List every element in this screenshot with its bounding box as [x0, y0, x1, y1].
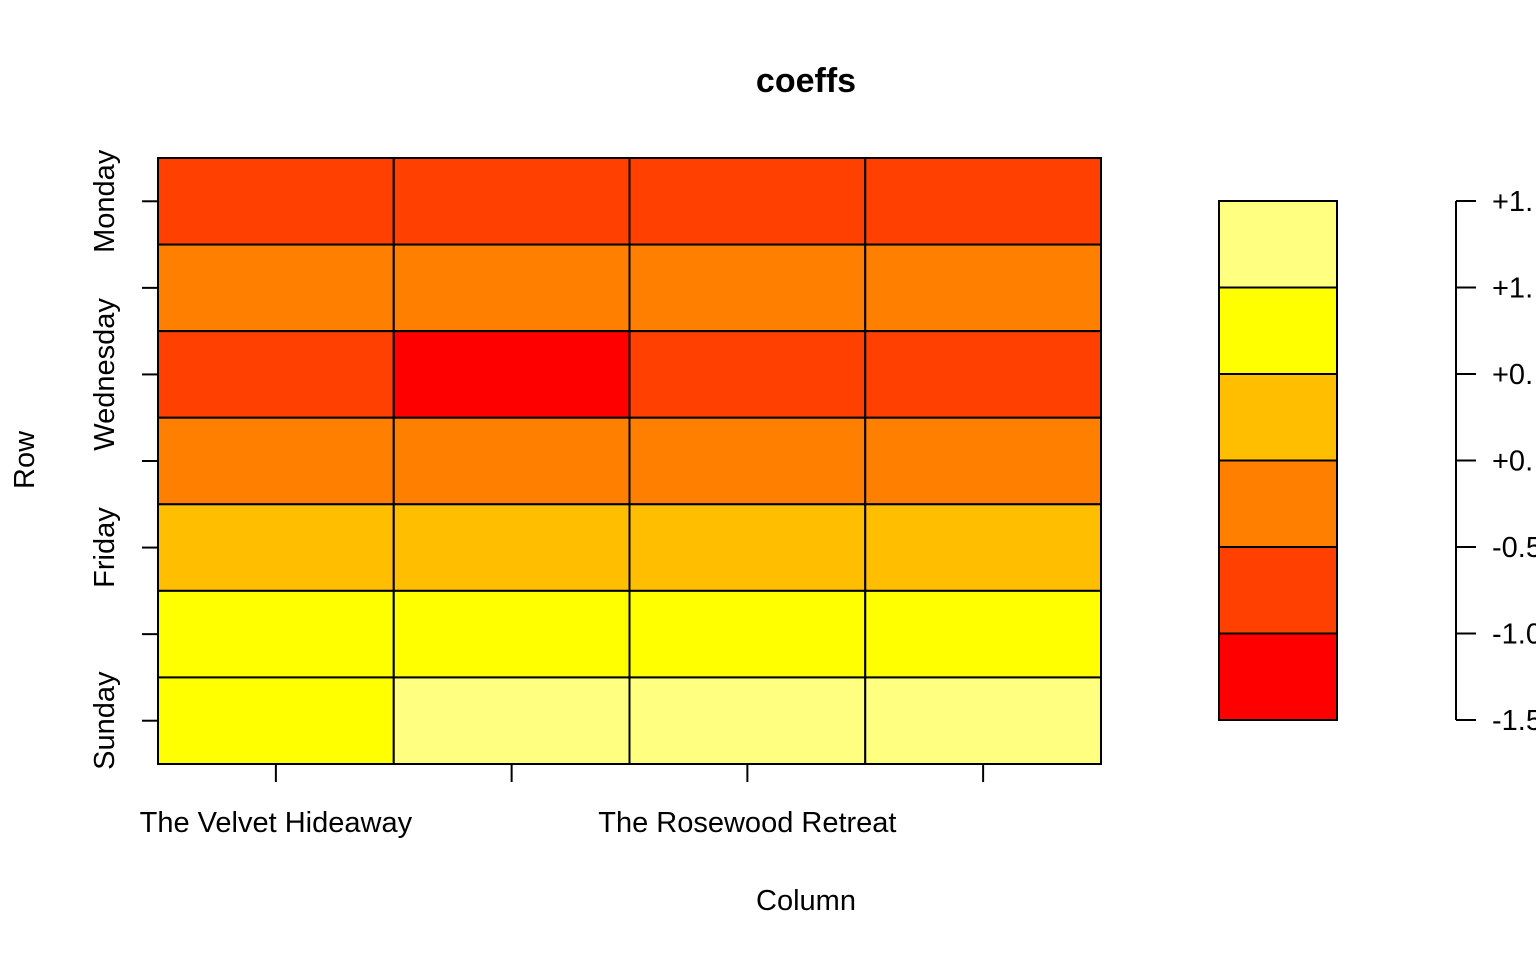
- heatmap-cell: [157, 589, 395, 679]
- heatmap-cell: [392, 503, 631, 592]
- legend-tick-label: +1.: [1492, 273, 1533, 305]
- heatmap-cell: [628, 416, 867, 506]
- legend-swatch: [1218, 546, 1338, 635]
- heatmap-cell: [157, 676, 395, 766]
- heatmap-cell: [864, 676, 1102, 766]
- heatmap-cell: [628, 157, 867, 246]
- heatmap-cell: [864, 589, 1102, 679]
- heatmap-cell: [392, 330, 631, 419]
- heatmap-cell: [628, 589, 867, 679]
- legend-swatch: [1218, 459, 1338, 548]
- x-tick-label: The Velvet Hideaway: [140, 807, 413, 839]
- heatmap-cell: [628, 676, 867, 766]
- legend-tick-label: -1.0: [1492, 619, 1536, 651]
- heatmap-cell: [157, 503, 395, 592]
- y-tick-label: Monday: [89, 149, 121, 253]
- heatmap-cell: [392, 416, 631, 506]
- legend-tick-label: +1.: [1492, 186, 1533, 218]
- legend-axis: -1.5 -1.0 -0.5 +0. +0. +1. +1.: [1455, 186, 1536, 737]
- heatmap-cell: [157, 157, 395, 246]
- heatmap-cell: [157, 243, 395, 333]
- legend-tick-label: +0.: [1492, 359, 1533, 391]
- heatmap-cell: [628, 243, 867, 333]
- y-tick-label: Sunday: [89, 671, 121, 770]
- x-axis: The Velvet Hideaway The Rosewood Retreat: [140, 764, 985, 839]
- legend-swatch: [1218, 200, 1338, 289]
- legend-swatch: [1218, 286, 1338, 375]
- heatmap-cell: [864, 243, 1102, 333]
- heatmap-cell: [157, 416, 395, 506]
- heatmap-cell: [392, 589, 631, 679]
- legend-tick-label: +0.: [1492, 446, 1533, 478]
- heatmap-cell: [864, 330, 1102, 419]
- heatmap-cell: [392, 676, 631, 766]
- heatmap-cell: [864, 503, 1102, 592]
- y-axis-label: Row: [9, 430, 41, 489]
- y-axis: Monday Wednesday Friday Sunday: [89, 149, 158, 770]
- x-axis-label: Column: [756, 885, 856, 917]
- heatmap-cell: [628, 503, 867, 592]
- heatmap-cells: [157, 157, 1102, 766]
- heatmap-cell: [864, 157, 1102, 246]
- legend-swatch: [1218, 373, 1338, 462]
- heatmap-cell: [864, 416, 1102, 506]
- y-tick-label: Wednesday: [89, 298, 121, 451]
- x-tick-label: The Rosewood Retreat: [598, 807, 896, 839]
- heatmap-cell: [628, 330, 867, 419]
- heatmap-cell: [392, 157, 631, 246]
- legend-tick-label: -1.5: [1492, 705, 1536, 737]
- legend-tick-label: -0.5: [1492, 532, 1536, 564]
- color-legend: [1218, 200, 1338, 721]
- heatmap-cell: [157, 330, 395, 419]
- y-tick-label: Friday: [89, 507, 121, 588]
- heatmap-cell: [392, 243, 631, 333]
- chart-title: coeffs: [756, 62, 856, 100]
- legend-swatch: [1218, 632, 1338, 721]
